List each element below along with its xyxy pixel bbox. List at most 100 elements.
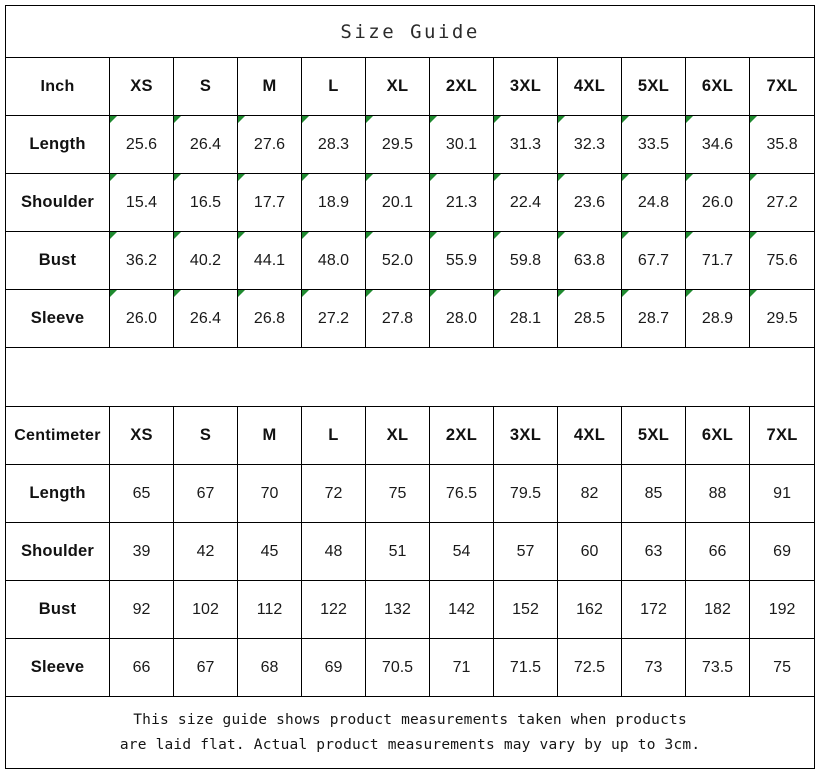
value-cell: 142 [429, 580, 494, 639]
size-header-4xl: 4XL [557, 406, 622, 465]
value-cell: 42 [173, 522, 238, 581]
value-cell: 122 [301, 580, 366, 639]
value-cell: 152 [493, 580, 558, 639]
value-cell: 51 [365, 522, 430, 581]
value-cell: 91 [748, 464, 816, 523]
size-header-2xl: 2XL [429, 406, 494, 465]
value-cell: 23.6 [557, 173, 622, 232]
page-title: Size Guide [4, 5, 816, 58]
size-header-xl: XL [365, 57, 430, 116]
value-cell: 67 [173, 464, 238, 523]
value-cell: 76.5 [429, 464, 494, 523]
value-cell: 54 [429, 522, 494, 581]
size-header-7xl: 7XL [748, 57, 816, 116]
size-header-m: M [237, 406, 302, 465]
value-cell: 72.5 [557, 638, 622, 697]
table-row: Length 65 67 70 72 75 76.5 79.5 82 85 88 91 [5, 464, 816, 523]
size-header-xs: XS [109, 406, 174, 465]
value-cell: 68 [237, 638, 302, 697]
size-guide-sheet: Size Guide Inch XS S M L XL 2XL 3XL 4XL 5XL 6XL 7XL… [4, 5, 816, 769]
header-row-inch: Inch XS S M L XL 2XL 3XL 4XL 5XL 6XL 7XL [5, 57, 816, 116]
value-cell: 60 [557, 522, 622, 581]
measure-label-shoulder: Shoulder [5, 173, 110, 232]
value-cell: 75 [365, 464, 430, 523]
size-guide-table: Size Guide Inch XS S M L XL 2XL 3XL 4XL 5XL 6XL 7XL… [4, 5, 816, 769]
value-cell: 34.6 [685, 115, 750, 174]
value-cell: 28.0 [429, 289, 494, 348]
measure-label-bust: Bust [5, 231, 110, 290]
value-cell: 30.1 [429, 115, 494, 174]
value-cell: 31.3 [493, 115, 558, 174]
value-cell: 26.0 [685, 173, 750, 232]
size-header-3xl: 3XL [493, 406, 558, 465]
value-cell: 15.4 [109, 173, 174, 232]
value-cell: 20.1 [365, 173, 430, 232]
value-cell: 82 [557, 464, 622, 523]
value-cell: 75.6 [748, 231, 816, 290]
size-guide-body: Size Guide Inch XS S M L XL 2XL 3XL 4XL 5XL 6XL 7XL… [4, 5, 816, 769]
size-header-5xl: 5XL [621, 57, 686, 116]
value-cell: 27.2 [748, 173, 816, 232]
size-header-5xl: 5XL [621, 406, 686, 465]
value-cell: 35.8 [748, 115, 816, 174]
table-spacer [4, 347, 816, 407]
value-cell: 192 [748, 580, 816, 639]
size-header-l: L [301, 57, 366, 116]
measure-label-bust: Bust [5, 580, 110, 639]
value-cell: 79.5 [493, 464, 558, 523]
value-cell: 73.5 [685, 638, 750, 697]
value-cell: 25.6 [109, 115, 174, 174]
value-cell: 48.0 [301, 231, 366, 290]
value-cell: 59.8 [493, 231, 558, 290]
value-cell: 32.3 [557, 115, 622, 174]
value-cell: 28.9 [685, 289, 750, 348]
measure-label-length: Length [5, 464, 110, 523]
size-header-s: S [173, 406, 238, 465]
value-cell: 67 [173, 638, 238, 697]
value-cell: 92 [109, 580, 174, 639]
value-cell: 18.9 [301, 173, 366, 232]
value-cell: 70.5 [365, 638, 430, 697]
table-row: Sleeve 66 67 68 69 70.5 71 71.5 72.5 73 73.5 75 [5, 638, 816, 697]
value-cell: 27.2 [301, 289, 366, 348]
value-cell: 33.5 [621, 115, 686, 174]
table-row: Length 25.6 26.4 27.6 28.3 29.5 30.1 31.3 32.3 33… [5, 115, 816, 174]
value-cell: 36.2 [109, 231, 174, 290]
value-cell: 45 [237, 522, 302, 581]
value-cell: 66 [685, 522, 750, 581]
value-cell: 67.7 [621, 231, 686, 290]
value-cell: 28.3 [301, 115, 366, 174]
size-header-6xl: 6XL [685, 57, 750, 116]
value-cell: 172 [621, 580, 686, 639]
size-guide-note: This size guide shows product measuremen… [4, 696, 816, 769]
value-cell: 39 [109, 522, 174, 581]
table-row: Sleeve 26.0 26.4 26.8 27.2 27.8 28.0 28.1 28.5 28… [5, 289, 816, 348]
value-cell: 29.5 [365, 115, 430, 174]
header-row-centimeter: Centimeter XS S M L XL 2XL 3XL 4XL 5XL 6XL 7XL [5, 406, 816, 465]
value-cell: 26.8 [237, 289, 302, 348]
size-header-xs: XS [109, 57, 174, 116]
value-cell: 63 [621, 522, 686, 581]
value-cell: 182 [685, 580, 750, 639]
measure-label-sleeve: Sleeve [5, 638, 110, 697]
size-header-m: M [237, 57, 302, 116]
unit-header-inch: Inch [5, 57, 110, 116]
value-cell: 102 [173, 580, 238, 639]
value-cell: 69 [748, 522, 816, 581]
value-cell: 112 [237, 580, 302, 639]
value-cell: 85 [621, 464, 686, 523]
size-header-2xl: 2XL [429, 57, 494, 116]
value-cell: 162 [557, 580, 622, 639]
value-cell: 40.2 [173, 231, 238, 290]
value-cell: 70 [237, 464, 302, 523]
value-cell: 26.4 [173, 115, 238, 174]
value-cell: 27.8 [365, 289, 430, 348]
size-header-xl: XL [365, 406, 430, 465]
unit-header-centimeter: Centimeter [5, 406, 110, 465]
value-cell: 52.0 [365, 231, 430, 290]
measure-label-length: Length [5, 115, 110, 174]
value-cell: 71.5 [493, 638, 558, 697]
value-cell: 63.8 [557, 231, 622, 290]
note-row: This size guide shows product measuremen… [4, 696, 816, 769]
value-cell: 29.5 [748, 289, 816, 348]
